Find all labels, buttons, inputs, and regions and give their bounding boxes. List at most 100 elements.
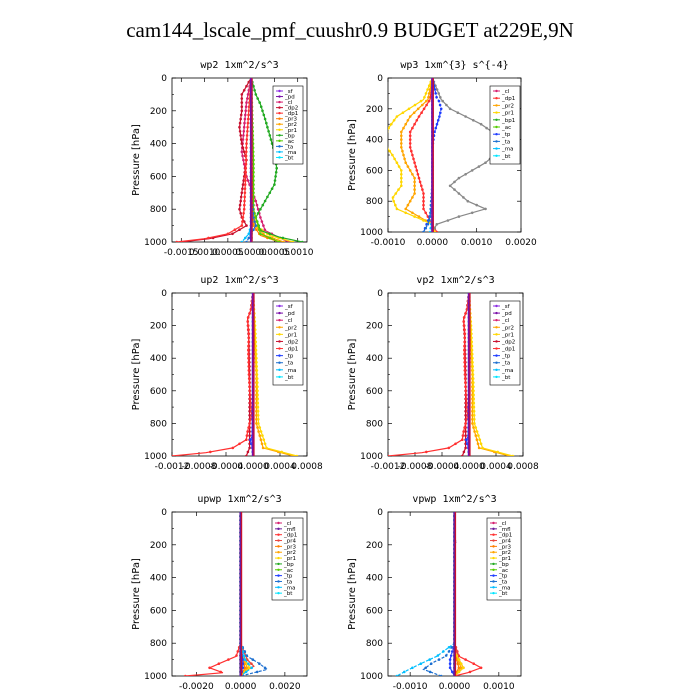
- legend-marker: [277, 568, 280, 571]
- series-point-pr1: [255, 369, 259, 372]
- series-point-dp2: [464, 414, 467, 417]
- y-tick-label: 0: [377, 508, 383, 518]
- x-tick-label: -0.0008: [398, 462, 433, 472]
- series-point-dp1: [243, 203, 246, 207]
- series-point-bp1: [446, 219, 450, 222]
- legend-marker: [495, 375, 498, 379]
- series-point-tp: [434, 92, 438, 95]
- series-point-pr1: [255, 356, 258, 360]
- series-point-pr2: [413, 188, 416, 191]
- legend-marker: [495, 104, 498, 107]
- series-point-dp1: [463, 336, 467, 340]
- series-line-ta: [422, 78, 433, 232]
- legend-entry: _ma: [284, 368, 296, 374]
- series-point-tp: [465, 438, 468, 442]
- series-point-dp1: [472, 662, 476, 665]
- series-point-ma: [419, 662, 423, 665]
- legend-marker: [278, 111, 281, 115]
- series-point-dp1: [464, 385, 467, 389]
- series-point-dp1: [425, 450, 428, 454]
- legend-entry: _tp: [284, 354, 294, 360]
- series-point-cl: [241, 138, 245, 141]
- y-tick-label: 400: [366, 136, 383, 146]
- series-point-pr2: [412, 111, 416, 114]
- series-point-dp1: [247, 109, 251, 113]
- legend-entry: _bp1: [501, 118, 515, 124]
- panel-3: up2 1xm^2/s^3 Pressure [hPa] 0 200 400 600 800…: [131, 275, 323, 472]
- series-point-dp1: [465, 418, 468, 421]
- series-point-dp1: [463, 332, 467, 336]
- series-point-dp2: [231, 232, 234, 236]
- legend-entry: _cl: [283, 521, 292, 527]
- series-point-pr2: [404, 161, 408, 164]
- y-tick-label: 400: [366, 354, 383, 364]
- series-point-dp1: [422, 207, 425, 211]
- series-point-dp1: [422, 199, 425, 203]
- series-point-pr1: [256, 385, 259, 389]
- legend-marker: [492, 574, 495, 577]
- series-point-dp1: [248, 385, 251, 389]
- legend-marker: [277, 580, 280, 583]
- series-point-pr1: [383, 142, 386, 145]
- legend-entry: _dp1: [284, 347, 298, 353]
- series-point-cl: [259, 216, 262, 219]
- series-point-dp1: [226, 232, 230, 236]
- series-point-dp2: [242, 179, 245, 182]
- series-point-cl: [242, 134, 245, 137]
- series-point-ac: [252, 171, 255, 174]
- series-point-dp1: [463, 344, 466, 348]
- series-point-pr1: [392, 199, 396, 203]
- legend-marker: [495, 89, 498, 93]
- series-point-pr1: [427, 84, 431, 87]
- series-point-dp2: [238, 228, 241, 231]
- series-point-dp1: [243, 195, 246, 199]
- series-point-dp1: [463, 373, 467, 376]
- series-point-pr2: [402, 126, 405, 130]
- series-point-ta: [424, 226, 428, 230]
- series-point-dp1: [235, 654, 238, 657]
- series-point-ma: [447, 646, 451, 649]
- series-point-pr1: [263, 442, 267, 446]
- series-point-bp: [259, 207, 262, 211]
- series-point-dp1: [463, 369, 467, 372]
- series-point-dp1: [246, 121, 250, 125]
- series-point-cl: [240, 150, 244, 154]
- series-point-bp: [261, 203, 265, 207]
- legend-marker: [278, 139, 281, 143]
- legend-marker: [278, 318, 281, 322]
- series-point-dp1: [417, 176, 421, 180]
- series-point-ta: [447, 650, 451, 653]
- series-point-pr2: [413, 184, 416, 188]
- y-tick-label: 400: [366, 574, 383, 584]
- series-point-pr1: [471, 369, 475, 372]
- legend-marker: [278, 340, 281, 343]
- legend-entry: _pr2: [283, 550, 296, 556]
- series-point-cl: [256, 207, 260, 211]
- legend-marker: [492, 545, 495, 548]
- series-line-dp1: [185, 512, 242, 676]
- y-axis-label: Pressure [hPa]: [347, 119, 358, 191]
- legend-marker: [492, 539, 495, 542]
- series-point-cl: [254, 199, 258, 203]
- series-point-pr1: [400, 180, 403, 184]
- series-point-dp1: [248, 389, 252, 393]
- legend-marker: [278, 117, 281, 120]
- series-point-dp1: [465, 308, 469, 311]
- legend-entry: _cl: [501, 318, 510, 324]
- y-tick-label: 1000: [144, 452, 167, 462]
- series-point-bp1: [439, 96, 442, 99]
- legend-marker: [492, 586, 495, 589]
- legend-entry: _pd: [284, 95, 295, 101]
- legend-marker: [278, 128, 281, 131]
- series-point-dp2: [248, 434, 251, 437]
- legend-marker: [278, 304, 281, 308]
- series-point-pr1: [419, 99, 423, 103]
- series-point-pr2: [473, 430, 476, 433]
- series-point-dp1: [464, 389, 468, 393]
- series-point-cl: [246, 93, 250, 96]
- series-point-dp2: [238, 125, 241, 129]
- series-point-ta: [252, 228, 255, 231]
- legend-entry: _ta: [284, 144, 293, 150]
- legend-entry: _tp: [501, 354, 511, 360]
